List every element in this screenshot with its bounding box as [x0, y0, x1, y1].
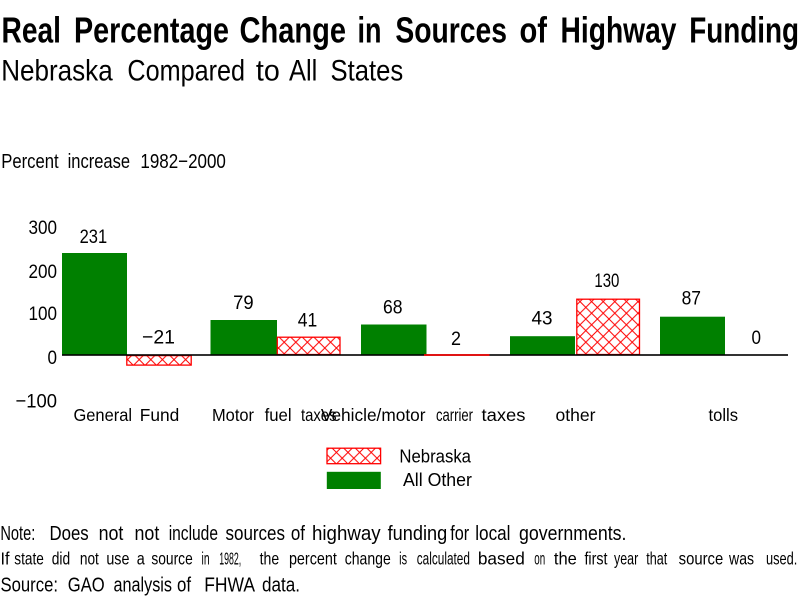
svg-text:Source:: Source:	[1, 575, 59, 597]
svg-text:used.: used.	[766, 549, 797, 569]
svg-text:Does: Does	[50, 523, 89, 545]
svg-text:All: All	[289, 55, 317, 88]
svg-text:All Other: All Other	[403, 470, 472, 490]
svg-text:Change: Change	[240, 10, 347, 51]
svg-text:taxes: taxes	[482, 405, 526, 425]
svg-text:2: 2	[451, 328, 461, 350]
svg-text:did: did	[52, 549, 70, 569]
svg-text:of: of	[177, 575, 191, 597]
svg-text:based: based	[478, 549, 525, 569]
svg-text:local: local	[475, 523, 510, 545]
svg-text:sources: sources	[226, 523, 286, 545]
svg-text:use: use	[106, 549, 129, 569]
svg-text:Fund: Fund	[140, 405, 180, 425]
svg-text:0: 0	[752, 327, 762, 349]
svg-text:300: 300	[29, 217, 58, 239]
svg-text:Note:: Note:	[0, 523, 35, 545]
svg-text:68: 68	[383, 297, 403, 319]
svg-text:Percent: Percent	[1, 151, 59, 173]
svg-text:Nebraska: Nebraska	[1, 55, 113, 88]
svg-text:other: other	[556, 405, 596, 425]
svg-text:130: 130	[594, 270, 619, 292]
svg-text:of: of	[520, 10, 548, 51]
svg-text:1982−2000: 1982−2000	[140, 151, 226, 173]
svg-text:analysis: analysis	[114, 575, 173, 597]
svg-text:that: that	[646, 549, 667, 569]
svg-text:state: state	[14, 549, 44, 569]
svg-text:on: on	[534, 549, 545, 569]
svg-text:−21: −21	[142, 327, 175, 349]
svg-text:for: for	[450, 523, 469, 545]
svg-text:a: a	[137, 549, 145, 569]
svg-text:231: 231	[80, 226, 108, 248]
svg-text:in: in	[358, 10, 382, 51]
svg-text:1982,: 1982,	[219, 549, 241, 569]
svg-text:100: 100	[29, 303, 58, 325]
svg-text:fuel: fuel	[265, 405, 292, 425]
svg-text:carrier: carrier	[436, 405, 473, 425]
svg-text:Motor: Motor	[212, 405, 254, 425]
svg-text:States: States	[331, 55, 404, 88]
svg-text:in: in	[202, 549, 210, 569]
svg-text:include: include	[169, 523, 218, 545]
svg-text:General: General	[74, 405, 133, 425]
svg-text:increase: increase	[68, 151, 131, 173]
svg-text:first: first	[584, 549, 607, 569]
svg-text:Compared: Compared	[127, 55, 245, 88]
svg-text:not: not	[80, 549, 99, 569]
svg-text:funding: funding	[388, 523, 448, 545]
svg-text:governments.: governments.	[519, 523, 627, 545]
svg-text:200: 200	[29, 261, 58, 283]
svg-text:79: 79	[233, 292, 254, 314]
svg-text:Percentage: Percentage	[74, 10, 229, 51]
svg-text:41: 41	[298, 310, 318, 332]
svg-text:data.: data.	[262, 575, 300, 597]
svg-text:−100: −100	[16, 391, 58, 413]
svg-text:source: source	[151, 549, 192, 569]
svg-text:43: 43	[532, 308, 553, 330]
svg-text:not: not	[99, 523, 124, 545]
svg-text:calculated: calculated	[417, 549, 470, 569]
svg-text:GAO: GAO	[68, 575, 105, 597]
svg-text:If: If	[1, 549, 10, 569]
svg-text:Highway: Highway	[561, 10, 677, 51]
svg-text:Funding: Funding	[689, 10, 799, 51]
svg-text:87: 87	[682, 287, 701, 309]
svg-text:taxes: taxes	[301, 405, 337, 425]
svg-text:Sources: Sources	[395, 10, 507, 51]
svg-text:tolls: tolls	[709, 405, 739, 425]
svg-text:is: is	[399, 549, 407, 569]
svg-text:0: 0	[48, 347, 58, 369]
svg-text:change: change	[345, 549, 391, 569]
svg-text:the: the	[260, 549, 280, 569]
svg-text:FHWA: FHWA	[204, 575, 255, 597]
svg-text:Real: Real	[2, 10, 62, 51]
svg-text:not: not	[135, 523, 160, 545]
svg-text:percent: percent	[289, 549, 337, 569]
svg-text:Vehicle/motor: Vehicle/motor	[321, 405, 426, 425]
svg-text:was: was	[728, 549, 754, 569]
svg-text:the: the	[554, 549, 577, 569]
svg-text:highway: highway	[312, 523, 381, 545]
svg-text:Nebraska: Nebraska	[399, 447, 471, 467]
svg-text:of: of	[291, 523, 305, 545]
svg-text:source: source	[679, 549, 724, 569]
svg-text:to: to	[256, 55, 280, 88]
svg-text:year: year	[614, 549, 638, 569]
